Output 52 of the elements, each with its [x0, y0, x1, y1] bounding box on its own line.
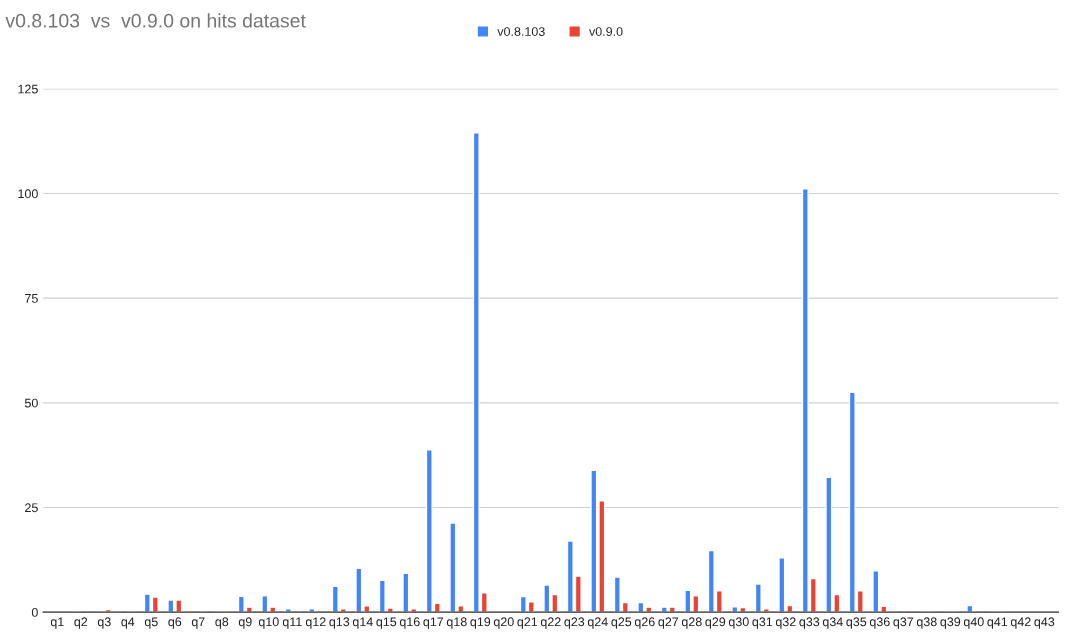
x-tick-label: q31 [752, 617, 773, 629]
legend-label: v0.9.0 [589, 27, 623, 36]
x-tick-label: q14 [352, 617, 373, 629]
x-tick-label: q17 [423, 617, 444, 629]
x-tick-label: q16 [399, 617, 420, 629]
x-tick-label: q43 [1034, 617, 1055, 629]
x-tick-label: q5 [144, 617, 158, 629]
x-tick-label: q33 [799, 617, 820, 629]
x-tick-label: q2 [74, 617, 88, 629]
y-tick-label: 25 [25, 503, 38, 513]
legend-label: v0.8.103 [497, 27, 545, 36]
x-tick-label: q3 [97, 617, 111, 629]
x-tick-label: q22 [540, 617, 561, 629]
y-tick-label: 50 [24, 398, 38, 408]
x-tick-label: q36 [869, 617, 890, 629]
x-tick-label: q35 [846, 617, 867, 629]
x-tick-label: q19 [470, 617, 491, 629]
x-tick-label: q20 [493, 617, 514, 629]
x-tick-label: q34 [822, 617, 843, 629]
x-tick-label: q37 [893, 617, 914, 629]
x-tick-label: q15 [376, 617, 397, 629]
x-tick-label: q18 [446, 617, 467, 629]
x-tick-label: q10 [258, 617, 279, 629]
x-tick-label: q38 [916, 617, 937, 629]
x-tick-label: q42 [1010, 617, 1031, 629]
x-tick-label: q30 [728, 617, 749, 629]
x-tick-label: q23 [564, 617, 585, 629]
x-tick-label: q25 [611, 617, 632, 629]
x-tick-label: q28 [681, 617, 702, 629]
x-tick-label: q11 [282, 617, 302, 629]
chart-title: v0.8.103 vs v0.9.0 on hits dataset [5, 13, 306, 28]
x-tick-label: q7 [191, 617, 205, 629]
x-tick-label: q39 [940, 617, 961, 629]
y-tick-label: 0 [31, 607, 38, 617]
y-tick-label: 125 [18, 84, 38, 94]
x-tick-label: q41 [987, 617, 1008, 629]
x-tick-label: q21 [517, 617, 538, 629]
x-tick-label: q13 [329, 617, 350, 629]
x-tick-label: q40 [963, 617, 984, 629]
x-tick-label: q4 [121, 617, 135, 629]
x-tick-label: q8 [215, 617, 229, 629]
y-tick-label: 75 [25, 294, 38, 303]
x-tick-label: q27 [658, 617, 679, 629]
x-tick-label: q12 [305, 617, 326, 629]
x-tick-label: q26 [634, 617, 655, 629]
y-tick-label: 100 [18, 189, 38, 199]
x-tick-label: q1 [50, 617, 64, 629]
x-tick-label: q29 [705, 617, 726, 629]
x-tick-label: q24 [587, 617, 608, 629]
x-tick-label: q6 [168, 617, 182, 629]
x-tick-label: q9 [238, 617, 252, 629]
x-tick-label: q32 [775, 617, 796, 629]
